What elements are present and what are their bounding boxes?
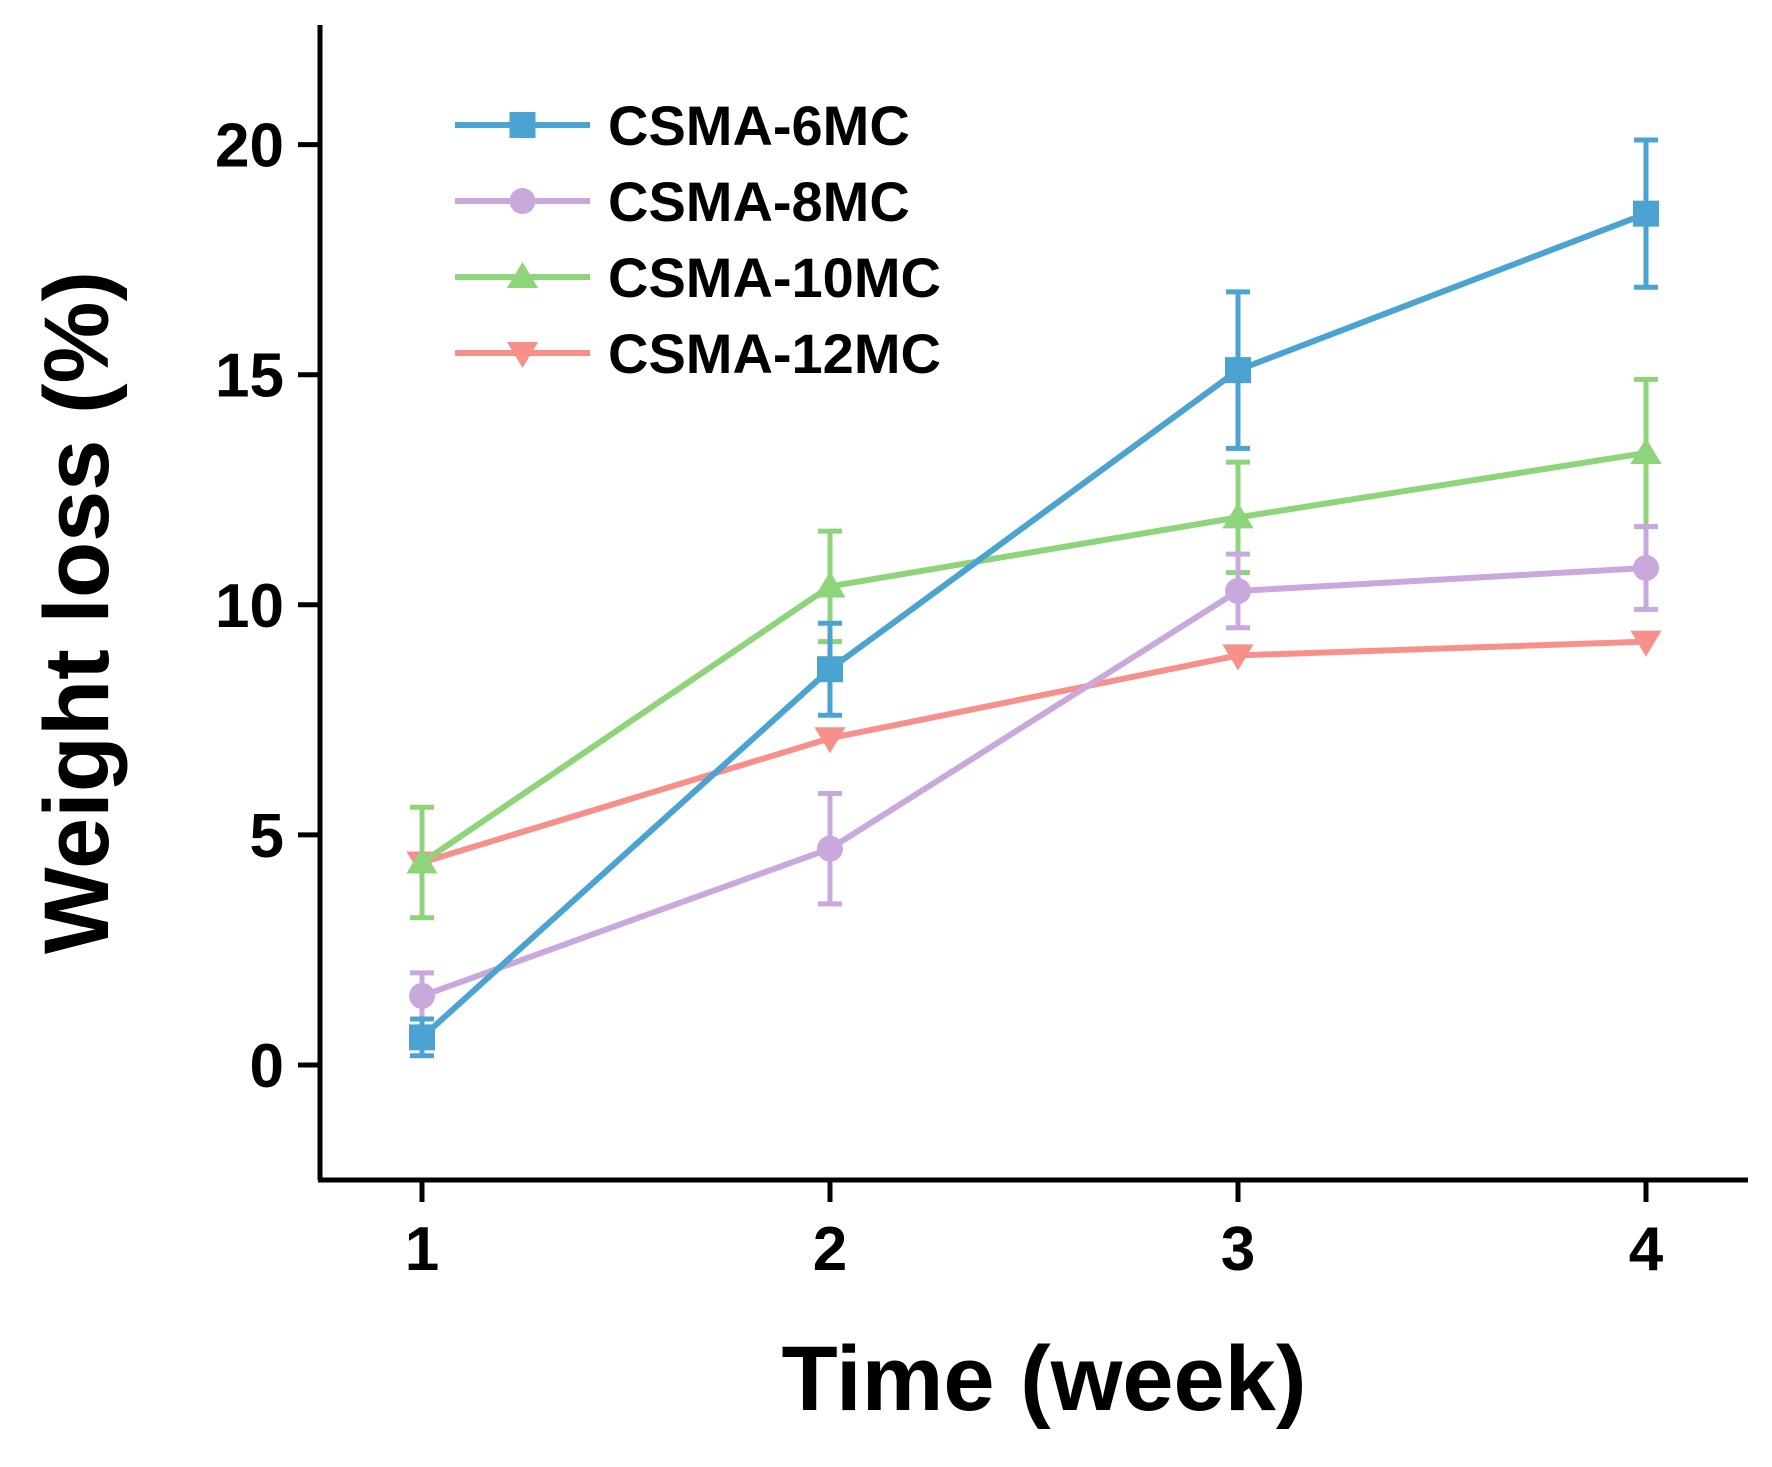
data-point — [1225, 577, 1251, 604]
y-tick-label: 20 — [215, 112, 284, 181]
legend: CSMA-6MC CSMA-8MC CSMA-10MC CSMA-12MC — [455, 94, 941, 385]
x-tick-label: 2 — [813, 1215, 847, 1284]
legend-label: CSMA-6MC — [608, 94, 910, 157]
data-point — [1222, 502, 1254, 529]
legend-item-csma-6mc: CSMA-6MC — [455, 94, 910, 157]
data-point — [1630, 437, 1662, 464]
legend-label: CSMA-12MC — [608, 322, 941, 385]
x-tick-label: 4 — [1629, 1215, 1664, 1284]
legend-marker — [509, 112, 536, 138]
x-tick-label: 3 — [1221, 1215, 1255, 1284]
data-point — [814, 571, 846, 598]
series-line — [421, 638, 1647, 866]
series-line — [420, 449, 1647, 865]
y-tick-label: 10 — [215, 572, 284, 641]
x-axis-title: Time (week) — [782, 1328, 1307, 1430]
data-point — [814, 727, 846, 754]
ticks-layer: 1 2 3 4 0 5 10 15 20 — [215, 112, 1664, 1284]
y-axis-title: Weight loss (%) — [26, 271, 128, 954]
data-point — [817, 835, 843, 862]
data-point — [817, 656, 843, 683]
legend-marker — [509, 188, 536, 214]
legend-label: CSMA-10MC — [608, 246, 941, 309]
data-point — [406, 847, 438, 874]
data-point — [1633, 554, 1659, 581]
series-csma-6mc — [409, 137, 1659, 1059]
legend-marker — [506, 341, 539, 368]
data-point — [1630, 630, 1662, 657]
legend-item-csma-12mc: CSMA-12MC — [455, 322, 941, 385]
series-line — [419, 210, 1648, 1040]
legend-item-csma-10mc: CSMA-10MC — [455, 246, 941, 309]
series-csma-12mc — [406, 630, 1662, 878]
data-point — [409, 982, 435, 1009]
data-point — [1225, 357, 1251, 384]
data-point — [1222, 644, 1254, 671]
legend-marker — [506, 262, 539, 289]
series-csma-8mc — [409, 524, 1659, 1022]
legend-label: CSMA-8MC — [608, 170, 910, 233]
x-tick-label: 1 — [405, 1215, 439, 1284]
y-tick-label: 15 — [215, 342, 284, 411]
legend-item-csma-8mc: CSMA-8MC — [455, 170, 910, 233]
y-tick-label: 0 — [250, 1032, 284, 1101]
series-layer — [406, 137, 1662, 1059]
y-tick-label: 5 — [250, 802, 284, 871]
data-point — [409, 1024, 435, 1051]
data-point — [1633, 200, 1659, 227]
series-line — [420, 564, 1647, 999]
